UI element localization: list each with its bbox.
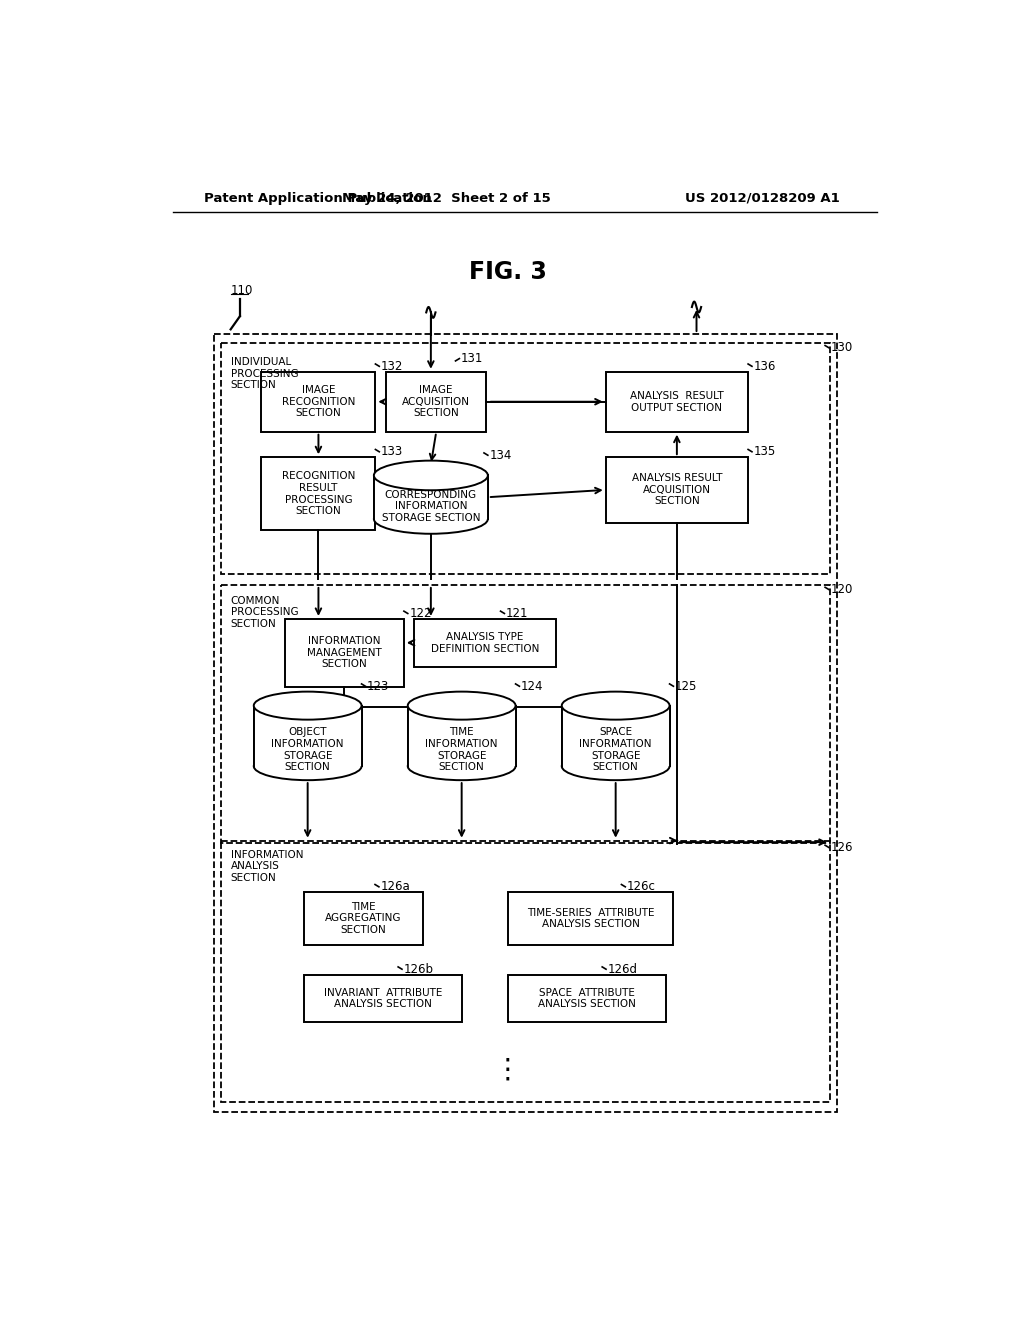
FancyBboxPatch shape — [285, 619, 403, 686]
Text: 121: 121 — [506, 607, 528, 620]
Text: 124: 124 — [521, 680, 544, 693]
Text: 133: 133 — [381, 445, 403, 458]
Text: 125: 125 — [675, 680, 697, 693]
Text: RECOGNITION
RESULT
PROCESSING
SECTION: RECOGNITION RESULT PROCESSING SECTION — [282, 471, 355, 516]
FancyBboxPatch shape — [414, 619, 556, 667]
FancyBboxPatch shape — [304, 974, 462, 1022]
Text: COMMON
PROCESSING
SECTION: COMMON PROCESSING SECTION — [230, 595, 298, 628]
Text: 130: 130 — [830, 342, 853, 354]
Text: 110: 110 — [230, 284, 253, 297]
Text: FIG. 3: FIG. 3 — [469, 260, 547, 284]
Text: ANALYSIS TYPE
DEFINITION SECTION: ANALYSIS TYPE DEFINITION SECTION — [431, 632, 540, 653]
Text: 134: 134 — [489, 449, 512, 462]
Text: May 24, 2012  Sheet 2 of 15: May 24, 2012 Sheet 2 of 15 — [342, 191, 551, 205]
FancyBboxPatch shape — [508, 974, 666, 1022]
Text: ANALYSIS  RESULT
OUTPUT SECTION: ANALYSIS RESULT OUTPUT SECTION — [630, 391, 724, 413]
Text: ⋮: ⋮ — [494, 1055, 522, 1084]
FancyBboxPatch shape — [605, 372, 749, 432]
FancyBboxPatch shape — [261, 457, 376, 531]
Ellipse shape — [562, 692, 670, 719]
Text: SPACE  ATTRIBUTE
ANALYSIS SECTION: SPACE ATTRIBUTE ANALYSIS SECTION — [538, 987, 636, 1010]
Text: CORRESPONDING
INFORMATION
STORAGE SECTION: CORRESPONDING INFORMATION STORAGE SECTIO… — [382, 490, 480, 523]
Ellipse shape — [254, 752, 361, 780]
Text: TIME
INFORMATION
STORAGE
SECTION: TIME INFORMATION STORAGE SECTION — [425, 727, 498, 772]
FancyBboxPatch shape — [562, 706, 670, 766]
Text: 126: 126 — [830, 841, 853, 854]
Text: 122: 122 — [410, 607, 432, 620]
Text: SPACE
INFORMATION
STORAGE
SECTION: SPACE INFORMATION STORAGE SECTION — [580, 727, 652, 772]
Ellipse shape — [374, 461, 487, 490]
Text: 126d: 126d — [607, 962, 638, 975]
Text: US 2012/0128209 A1: US 2012/0128209 A1 — [685, 191, 840, 205]
Text: 126a: 126a — [381, 880, 411, 894]
Text: TIME-SERIES  ATTRIBUTE
ANALYSIS SECTION: TIME-SERIES ATTRIBUTE ANALYSIS SECTION — [527, 908, 654, 929]
Text: 126c: 126c — [627, 880, 655, 894]
FancyBboxPatch shape — [261, 372, 376, 432]
Ellipse shape — [408, 752, 515, 780]
FancyBboxPatch shape — [304, 892, 423, 945]
Text: INVARIANT  ATTRIBUTE
ANALYSIS SECTION: INVARIANT ATTRIBUTE ANALYSIS SECTION — [324, 987, 442, 1010]
Text: INDIVIDUAL
PROCESSING
SECTION: INDIVIDUAL PROCESSING SECTION — [230, 358, 298, 391]
Text: 136: 136 — [754, 360, 776, 372]
Ellipse shape — [408, 692, 515, 719]
Text: 132: 132 — [381, 360, 403, 372]
Ellipse shape — [374, 504, 487, 533]
Text: IMAGE
RECOGNITION
SECTION: IMAGE RECOGNITION SECTION — [282, 385, 355, 418]
Text: 126b: 126b — [403, 962, 433, 975]
Text: INFORMATION
ANALYSIS
SECTION: INFORMATION ANALYSIS SECTION — [230, 850, 303, 883]
FancyBboxPatch shape — [386, 372, 486, 432]
Ellipse shape — [254, 692, 361, 719]
FancyBboxPatch shape — [254, 706, 361, 766]
FancyBboxPatch shape — [408, 706, 515, 766]
Ellipse shape — [562, 752, 670, 780]
Text: 123: 123 — [367, 680, 389, 693]
Text: TIME
AGGREGATING
SECTION: TIME AGGREGATING SECTION — [326, 902, 401, 935]
Text: 120: 120 — [830, 583, 853, 597]
Text: INFORMATION
MANAGEMENT
SECTION: INFORMATION MANAGEMENT SECTION — [307, 636, 382, 669]
Text: OBJECT
INFORMATION
STORAGE
SECTION: OBJECT INFORMATION STORAGE SECTION — [271, 727, 344, 772]
FancyBboxPatch shape — [605, 457, 749, 523]
FancyBboxPatch shape — [374, 475, 487, 519]
Text: ANALYSIS RESULT
ACQUISITION
SECTION: ANALYSIS RESULT ACQUISITION SECTION — [632, 474, 722, 507]
Text: 135: 135 — [754, 445, 776, 458]
Text: IMAGE
ACQUISITION
SECTION: IMAGE ACQUISITION SECTION — [402, 385, 470, 418]
FancyBboxPatch shape — [508, 892, 674, 945]
Text: Patent Application Publication: Patent Application Publication — [204, 191, 431, 205]
Text: 131: 131 — [461, 352, 483, 366]
